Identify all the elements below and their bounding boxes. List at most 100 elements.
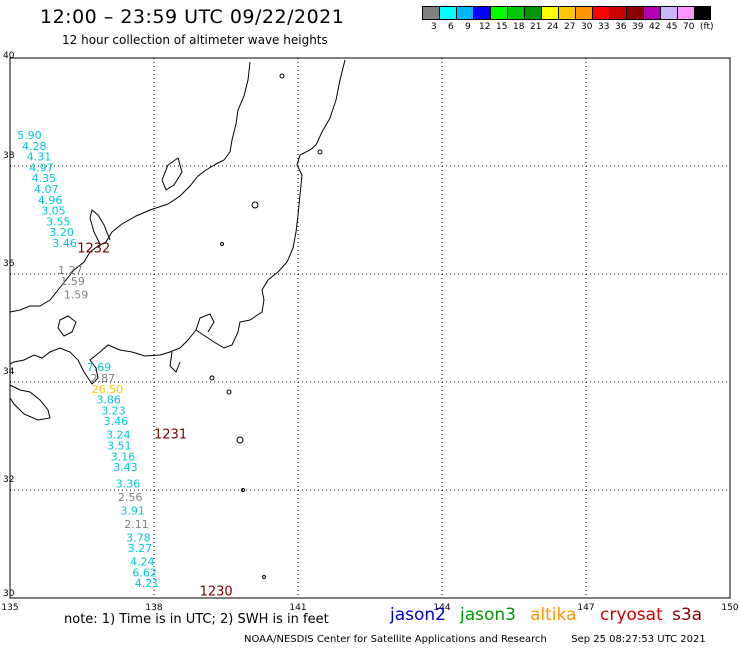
- graticule: [10, 58, 730, 598]
- wave-height-label: 3.16: [111, 450, 136, 463]
- note-text: note: 1) Time is in UTC; 2) SWH is in fe…: [64, 612, 329, 627]
- color-scale: [422, 6, 711, 20]
- wave-height-label: 3.51: [107, 440, 131, 453]
- scale-swatch: [694, 6, 711, 20]
- wave-height-label: 1.27: [58, 264, 83, 277]
- scale-swatch: [660, 6, 677, 20]
- wave-height-label: 4.97: [29, 161, 54, 174]
- wave-height-label: 4.21: [135, 577, 160, 590]
- scale-label: 39: [632, 22, 644, 32]
- scale-label: 3: [431, 22, 437, 32]
- wave-height-label: 2.56: [118, 491, 143, 504]
- wave-height-label: 3.05: [41, 205, 65, 218]
- scale-swatch: [575, 6, 592, 20]
- legend-item-altika: altika: [530, 605, 577, 625]
- wave-height-label: 3.43: [113, 461, 138, 474]
- wave-height-label: 2.87: [91, 372, 116, 385]
- lon-tick-label: 144: [433, 603, 450, 613]
- scale-label: 18: [513, 22, 525, 32]
- wave-height-label: 3.36: [116, 477, 141, 490]
- wave-height-label: 4.28: [22, 140, 47, 153]
- lat-tick-label: 40: [3, 51, 15, 61]
- lat-tick-label: 32: [3, 475, 14, 485]
- scale-label: 24: [547, 22, 559, 32]
- map-subtitle: 12 hour collection of altimeter wave hei…: [62, 33, 328, 47]
- wave-height-label: 3.55: [46, 215, 71, 228]
- axis-tick-labels: 135 138 141 144 147 150 40 38 36 34 32 30: [1, 51, 738, 613]
- credit-line: NOAA/NESDIS Center for Satellite Applica…: [244, 634, 706, 645]
- scale-label: 45: [666, 22, 678, 32]
- wave-height-label: 26.50: [92, 383, 124, 396]
- wave-height-label: 5.90: [17, 129, 42, 142]
- scale-swatch: [473, 6, 490, 20]
- scale-swatch: [558, 6, 575, 20]
- wave-height-label: 3.46: [52, 237, 77, 250]
- map-title: 12:00 – 23:59 UTC 09/22/2021: [40, 6, 345, 28]
- scale-swatch: [609, 6, 626, 20]
- scale-swatch: [439, 6, 456, 20]
- wave-height-label: 3.91: [120, 504, 144, 517]
- scale-label: 9: [465, 22, 471, 32]
- wave-height-label: 1.59: [64, 288, 88, 301]
- timestamp: Sep 25 08:27:53 UTC 2021: [571, 634, 706, 645]
- scale-label: 36: [615, 22, 627, 32]
- wave-height-label: 3.27: [128, 542, 153, 555]
- lat-tick-label: 34: [3, 367, 15, 377]
- pass-time-labels: 1232 1231 1230: [77, 241, 232, 599]
- legend-item-cryosat: cryosat: [600, 605, 663, 625]
- wave-height-label: 3.78: [126, 531, 151, 544]
- wave-height-label: 6.62: [132, 566, 157, 579]
- lat-tick-label: 38: [3, 151, 15, 161]
- wave-height-label: 4.96: [38, 194, 63, 207]
- lon-tick-label: 141: [289, 603, 306, 613]
- lon-tick-label: 150: [721, 603, 738, 613]
- scale-swatch: [677, 6, 694, 20]
- wave-height-label: 4.35: [32, 172, 56, 185]
- scale-label: 6: [448, 22, 454, 32]
- scale-swatch: [524, 6, 541, 20]
- pass-time-label: 1232: [77, 241, 110, 256]
- lon-tick-label: 135: [1, 603, 18, 613]
- wave-height-label: 7.69: [87, 361, 112, 374]
- lat-tick-label: 36: [3, 259, 15, 269]
- scale-swatch: [507, 6, 524, 20]
- scale-unit: (ft): [700, 22, 714, 32]
- wave-height-label: 3.23: [101, 404, 126, 417]
- coastline: [9, 59, 346, 579]
- pass-time-label: 1230: [200, 584, 233, 599]
- map-frame: [9, 57, 731, 599]
- legend-item-jason2: jason2: [390, 605, 446, 625]
- legend-item-s3a: s3a: [672, 605, 703, 625]
- wave-height-label: 2.11: [124, 518, 148, 531]
- credit-text: NOAA/NESDIS Center for Satellite Applica…: [244, 634, 547, 645]
- scale-label: 15: [496, 22, 508, 32]
- scale-label: 21: [530, 22, 542, 32]
- scale-label: 42: [649, 22, 661, 32]
- scale-label: 27: [564, 22, 576, 32]
- legend-item-jason3: jason3: [460, 605, 516, 625]
- wave-height-label: 3.24: [106, 429, 131, 442]
- scale-swatch: [456, 6, 473, 20]
- scale-swatch: [541, 6, 558, 20]
- pass-time-label: 1231: [154, 428, 187, 443]
- wave-height-label: 4.24: [130, 556, 155, 569]
- scale-label: 70: [683, 22, 695, 32]
- scale-swatch: [643, 6, 660, 20]
- lon-tick-label: 147: [577, 603, 594, 613]
- wave-height-label: 3.46: [104, 415, 129, 428]
- wave-height-label: 3.86: [96, 394, 121, 407]
- lat-tick-label: 30: [3, 589, 15, 599]
- lon-tick-label: 138: [145, 603, 162, 613]
- scale-swatch: [626, 6, 643, 20]
- scale-label: 30: [581, 22, 593, 32]
- wave-height-label: 4.31: [27, 151, 52, 164]
- wave-height-labels: 5.904.284.314.974.354.074.963.053.553.20…: [17, 129, 159, 590]
- scale-label: 33: [598, 22, 610, 32]
- scale-label: 12: [479, 22, 491, 32]
- wave-height-label: 1.59: [60, 275, 85, 288]
- wave-height-label: 3.20: [49, 226, 74, 239]
- wave-height-label: 4.07: [34, 183, 59, 196]
- scale-swatch: [592, 6, 609, 20]
- scale-swatch: [490, 6, 507, 20]
